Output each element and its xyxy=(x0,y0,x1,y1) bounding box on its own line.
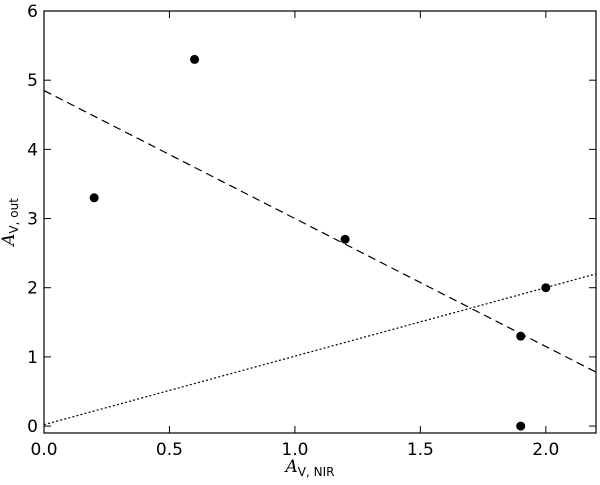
dashed-line xyxy=(43,90,597,373)
data-point xyxy=(541,283,551,293)
tick-labels: 0.0 0.5 1.0 1.5 2.0 0 1 2 3 4 5 6 xyxy=(27,2,559,460)
y-tick-label: 4 xyxy=(27,140,38,160)
x-tick-label: 1.0 xyxy=(281,440,308,460)
data-point xyxy=(516,331,526,341)
plot-frame xyxy=(43,10,597,434)
data-point xyxy=(89,193,99,203)
data-point xyxy=(516,421,526,431)
y-tick-label: 5 xyxy=(27,71,38,91)
data-point xyxy=(340,234,350,244)
x-tick-label: 0.5 xyxy=(156,440,183,460)
y-tick-label: 2 xyxy=(27,279,38,299)
x-tick-label: 2.0 xyxy=(532,440,559,460)
y-tick-label: 1 xyxy=(27,348,38,368)
dotted-line xyxy=(43,273,597,426)
y-tick-label: 3 xyxy=(27,210,38,230)
data-points xyxy=(89,54,551,431)
x-tick-label: 1.5 xyxy=(407,440,434,460)
x-tick-label: 0.0 xyxy=(30,440,57,460)
axis-ticks xyxy=(43,10,596,433)
x-axis-label: AV, NIR xyxy=(284,457,335,479)
y-tick-label: 6 xyxy=(27,2,38,22)
y-axis-label: AV, out xyxy=(0,198,21,248)
data-point xyxy=(190,54,200,64)
fit-lines xyxy=(43,90,597,426)
y-tick-label: 0 xyxy=(27,417,38,437)
